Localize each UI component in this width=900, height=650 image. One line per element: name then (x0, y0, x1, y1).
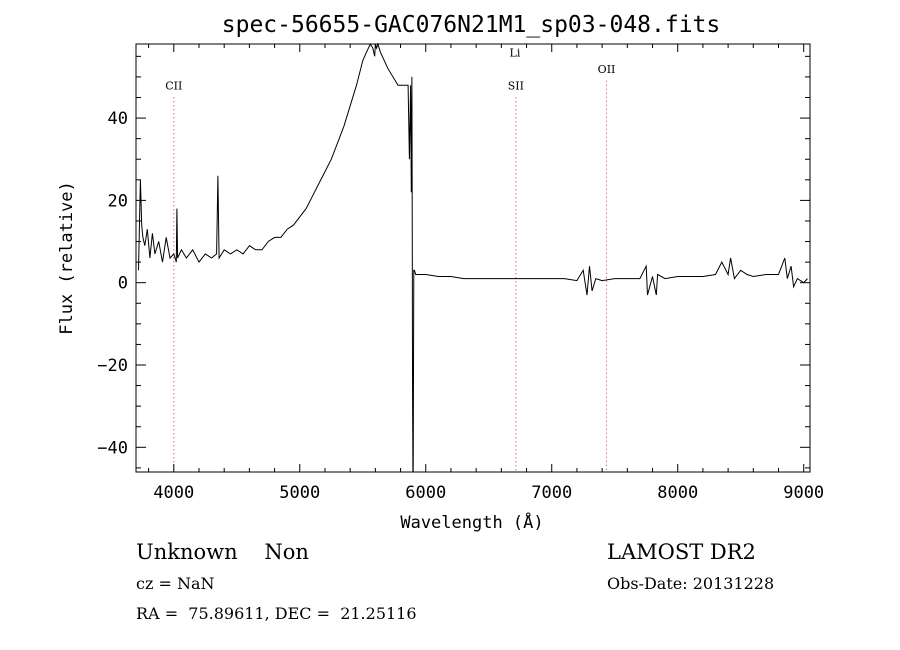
y-tick-label: 20 (108, 191, 128, 211)
y-tick-label: 40 (108, 109, 128, 129)
x-axis-label: Wavelength (Å) (400, 511, 543, 533)
survey-name: LAMOST DR2 (607, 540, 756, 564)
plot-frame (135, 43, 811, 473)
y-tick-label: 0 (118, 274, 128, 294)
line-label-li: Li (510, 46, 521, 59)
line-markers: CII SII Li OII (165, 46, 615, 472)
line-label-oii: OII (598, 63, 616, 76)
classification-text: Unknown Non (136, 540, 309, 564)
spectrum-line (138, 42, 808, 473)
x-tick-label: 5000 (279, 483, 320, 503)
coordinates-text: RA = 75.89611, DEC = 21.25116 (136, 604, 417, 623)
redshift-text: cz = NaN (136, 574, 215, 593)
line-label-sii: SII (508, 79, 524, 92)
y-axis-label: Flux (relative) (57, 181, 77, 335)
x-tick-label: 8000 (657, 483, 698, 503)
x-tick-label: 9000 (783, 483, 824, 503)
y-tick-label: −40 (97, 438, 128, 458)
x-tick-label: 7000 (531, 483, 572, 503)
x-tick-label: 6000 (405, 483, 446, 503)
spectrum-series (138, 42, 808, 473)
obs-date-text: Obs-Date: 20131228 (607, 574, 775, 593)
chart-title: spec-56655-GAC076N21M1_sp03-048.fits (222, 12, 721, 38)
line-label-cii: CII (165, 79, 182, 92)
axes: 4000 5000 6000 7000 8000 9000 −40 −20 0 20 40 (97, 44, 824, 503)
y-tick-label: −20 (97, 356, 128, 376)
x-tick-label: 4000 (153, 483, 194, 503)
